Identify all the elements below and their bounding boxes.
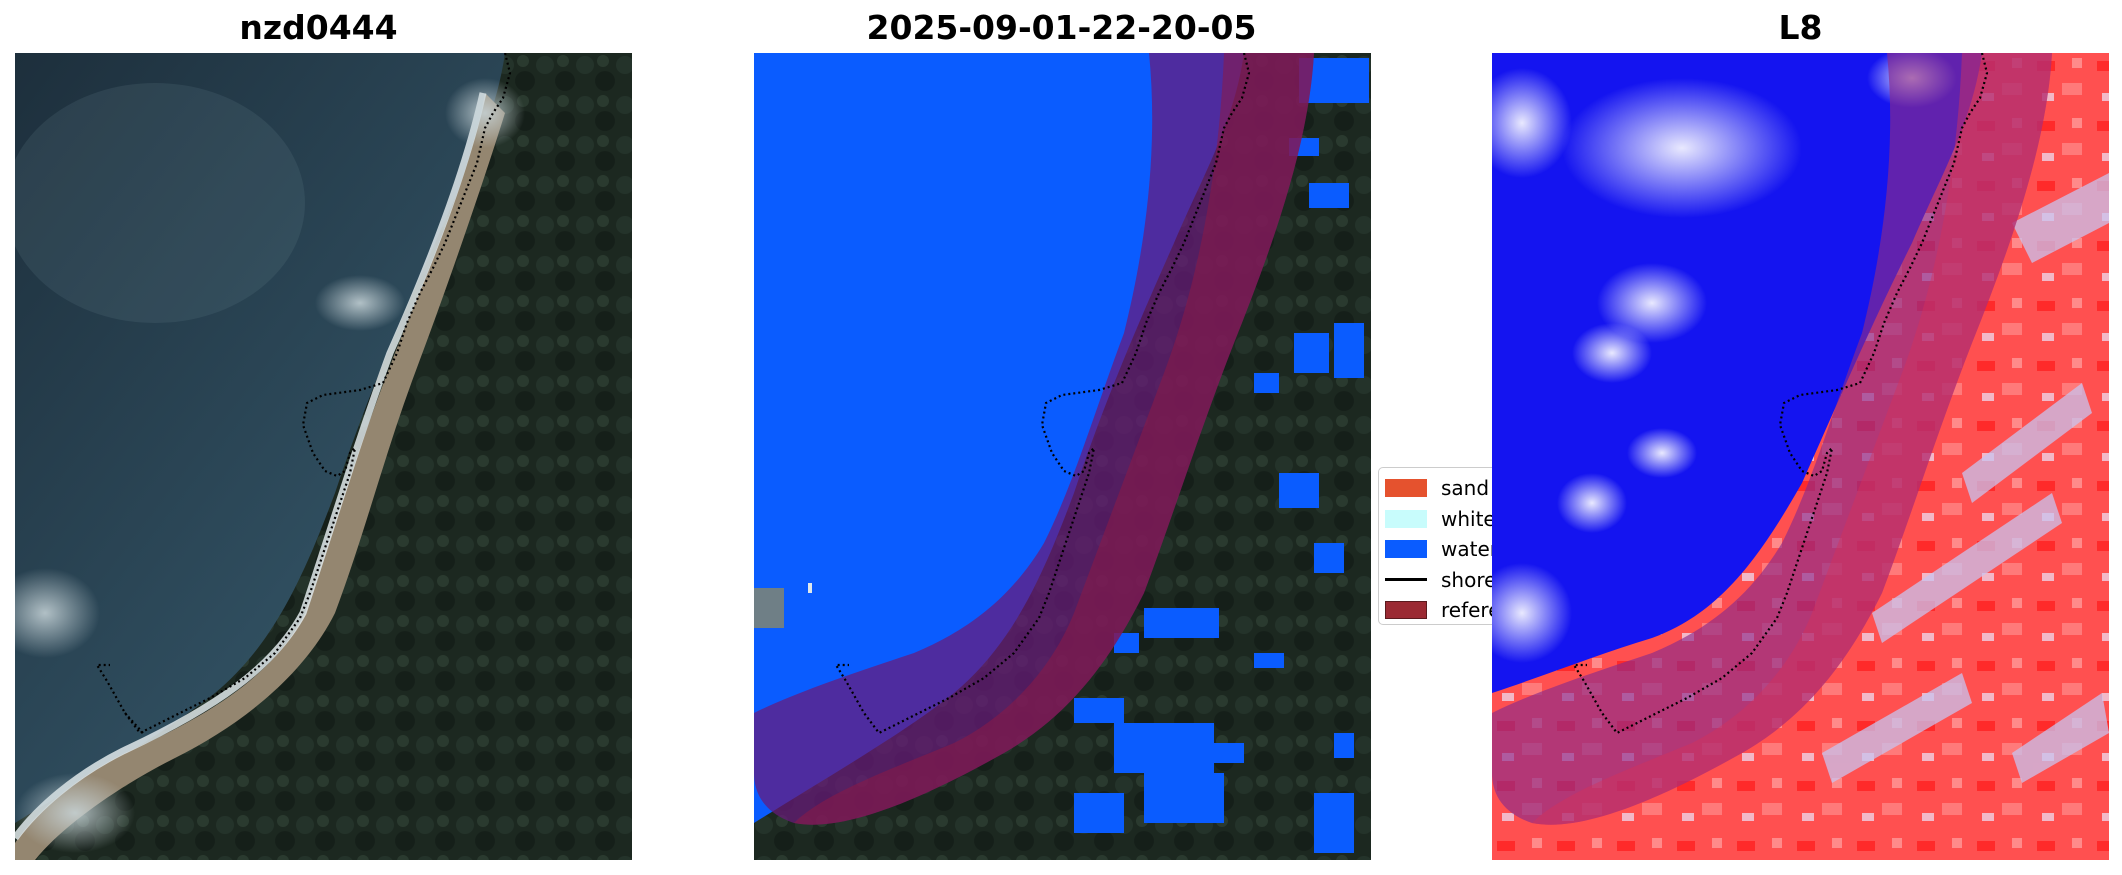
shoreline-line-swatch bbox=[1385, 578, 1427, 582]
legend-label-water: water bbox=[1441, 537, 1498, 562]
legend-label-sand: sand bbox=[1441, 476, 1490, 501]
whitewater-swatch bbox=[1385, 509, 1427, 528]
panel-title-index: L8 bbox=[1778, 8, 1823, 47]
classification-image bbox=[754, 53, 1371, 860]
water-swatch bbox=[1385, 540, 1427, 559]
index-mid-patches bbox=[1822, 173, 2109, 783]
legend-item-sand: sand bbox=[1385, 473, 1491, 504]
legend-item-water: water bbox=[1385, 534, 1497, 565]
legend-label-reference-buffer: reference shoreline buffer bbox=[1441, 598, 1497, 623]
reference-buffer-swatch bbox=[1385, 601, 1427, 620]
panel-title-classification: 2025-09-01-22-20-05 bbox=[866, 8, 1257, 47]
classification-panel bbox=[754, 53, 1371, 860]
rgb-image-panel bbox=[15, 53, 632, 860]
rgb-satellite-image bbox=[15, 53, 632, 860]
index-image bbox=[1492, 53, 2109, 860]
legend-label-shoreline: shoreline bbox=[1441, 567, 1497, 592]
legend-item-shoreline: shoreline bbox=[1385, 565, 1497, 596]
legend-item-reference-buffer: reference shoreline buffer bbox=[1385, 595, 1497, 624]
sand-swatch bbox=[1385, 479, 1427, 498]
index-panel bbox=[1492, 53, 2109, 860]
panel-title-rgb: nzd0444 bbox=[239, 8, 398, 47]
